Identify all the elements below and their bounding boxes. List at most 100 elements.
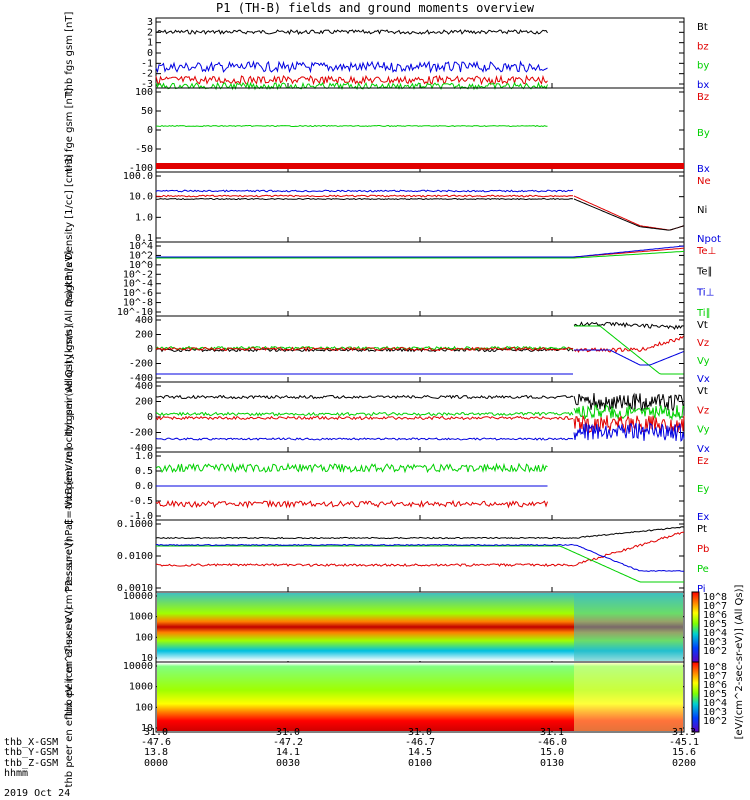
- colorbar-tick-b: 10^6: [703, 680, 727, 691]
- y-tick-label: 10^-6: [123, 288, 153, 299]
- legend-pressure-Pb: Pb: [697, 544, 709, 555]
- y-tick-label: 10: [141, 723, 153, 734]
- series-Bz-saturated: [156, 163, 684, 169]
- series-Bt: [155, 29, 548, 36]
- y-tick-label: -200: [129, 359, 153, 370]
- legend-pressure-Pt: Pt: [697, 524, 707, 535]
- legend-peer-velocity-Vz: Vz: [697, 405, 709, 416]
- y-tick-label: 0.0: [135, 481, 153, 492]
- legend-peer-velocity-Vy: Vy: [697, 425, 710, 436]
- y-axis-label: Pressure [nPa]: [64, 520, 75, 592]
- series-Vz: [155, 415, 574, 421]
- legend-efield-Ez: Ez: [697, 456, 709, 467]
- series-Ey: [155, 462, 548, 474]
- footer-value: 14.1: [275, 747, 301, 759]
- y-tick-label: 2: [147, 27, 153, 38]
- legend-peer-velocity-Vx: Vx: [697, 444, 710, 455]
- panel-frame-temperature: [155, 241, 685, 317]
- y-tick-label: 10^-2: [123, 269, 153, 280]
- footer-row-label: thb_Y-GSM: [4, 747, 59, 759]
- y-tick-label: 100: [135, 702, 153, 713]
- footer-value: 31.0: [275, 726, 301, 738]
- y-tick-label: 3: [147, 17, 153, 28]
- y-tick-label: 1.0: [135, 212, 153, 223]
- y-tick-label: -200: [129, 428, 153, 439]
- y-tick-label: -400: [129, 443, 153, 454]
- date-label: 2019 Oct 24: [4, 788, 71, 799]
- footer-value: -47.6: [140, 737, 172, 748]
- footer-value: 14.5: [407, 747, 433, 759]
- colorbar-tick-b: 10^7: [703, 671, 727, 682]
- series-Ti-perp: [156, 245, 685, 258]
- series-Ni-decay: [573, 198, 684, 231]
- colorbar-tick-a: 10^6: [703, 610, 727, 621]
- colorbar-tick-a: 10^7: [703, 601, 727, 612]
- y-tick-label: 10^-4: [123, 279, 153, 290]
- series-Vy-late: [574, 325, 684, 375]
- y-tick-label: 100: [135, 632, 153, 643]
- series-bz: [155, 74, 548, 86]
- series-Pt: [155, 526, 685, 540]
- y-tick-label: -100: [129, 163, 153, 174]
- y-tick-label: -1: [141, 58, 153, 69]
- colorbar-tick-b: 10^3: [703, 707, 727, 718]
- panel-frame-density: [155, 171, 685, 243]
- footer-row-label: thb_Z-GSM: [4, 757, 59, 769]
- footer-value: 31.1: [539, 726, 565, 738]
- y-tick-label: 100: [135, 87, 153, 98]
- series-Pe: [156, 545, 684, 583]
- y-tick-label: 1.0: [135, 451, 153, 462]
- legend-density-Ne: Ne: [697, 176, 711, 187]
- y-tick-label: 100.0: [123, 171, 153, 182]
- legend-peir-velocity-Vz: Vz: [697, 338, 709, 349]
- y-tick-label: -1.0: [129, 511, 153, 522]
- legend-peer-velocity-Vt: Vt: [697, 386, 708, 397]
- y-tick-label: 0.1: [135, 233, 153, 244]
- y-tick-label: -50: [135, 144, 153, 155]
- y-tick-label: 10^-10: [117, 307, 153, 318]
- y-tick-label: 10^-8: [123, 298, 153, 309]
- footer-value: 31.0: [407, 726, 433, 738]
- y-tick-label: -3: [141, 79, 153, 90]
- series-Ni: [155, 197, 574, 201]
- y-tick-label: 1: [147, 38, 153, 49]
- footer-value: 15.6: [671, 747, 697, 759]
- colorbar-tick-a: 10^4: [703, 628, 727, 639]
- colorbar-tick-a: 10^2: [703, 646, 727, 657]
- legend-fge-By: By: [697, 128, 710, 139]
- series-Vt: [155, 394, 574, 400]
- y-axis-label: E=-VxB [mV/m]: [64, 447, 75, 525]
- series-Vt-late: [573, 321, 684, 330]
- footer-value: 0000: [143, 757, 169, 769]
- y-tick-label: 10^2: [129, 250, 153, 261]
- series-Vx-late: [574, 349, 684, 366]
- panel-frame-fgs: [155, 17, 685, 89]
- y-axis-label: magt3 [eV]: [64, 251, 75, 308]
- y-tick-label: 200: [135, 397, 153, 408]
- footer-value: -46.7: [404, 737, 436, 748]
- footer-value: 0130: [539, 757, 565, 769]
- legend-temperature-Ti⊥: Ti⊥: [696, 287, 714, 298]
- legend-efield-Ey: Ey: [697, 484, 709, 495]
- footer-value: -46.0: [536, 737, 568, 748]
- footer-value: 15.0: [539, 747, 565, 759]
- y-tick-label: 0: [147, 344, 153, 355]
- series-Vz: [155, 346, 574, 352]
- series-Npot: [155, 189, 574, 193]
- y-tick-label: 10^0: [129, 260, 153, 271]
- y-axis-label: thb peer velocity gsm (All Qs) [km/s]: [64, 325, 75, 509]
- legend-fgs-bz: bz: [697, 41, 709, 52]
- series-Pb: [155, 531, 684, 567]
- colorbar-tick-a: 10^5: [703, 619, 727, 630]
- y-tick-label: 0.1000: [117, 519, 153, 530]
- colorbar-tick-b: 10^2: [703, 716, 727, 727]
- colorbar-tick-b: 10^4: [703, 698, 727, 709]
- legend-fge-Bz: Bz: [697, 92, 709, 103]
- legend-temperature-Te∥: Te∥: [696, 267, 713, 278]
- footer-row-label: thb_X-GSM: [4, 737, 59, 748]
- footer-value: 31.0: [143, 726, 169, 738]
- series-Vz-late: [573, 335, 684, 353]
- y-tick-label: 1000: [129, 612, 153, 623]
- legend-peir-velocity-Vx: Vx: [697, 374, 710, 385]
- legend-fgs-Bt: Bt: [697, 22, 708, 33]
